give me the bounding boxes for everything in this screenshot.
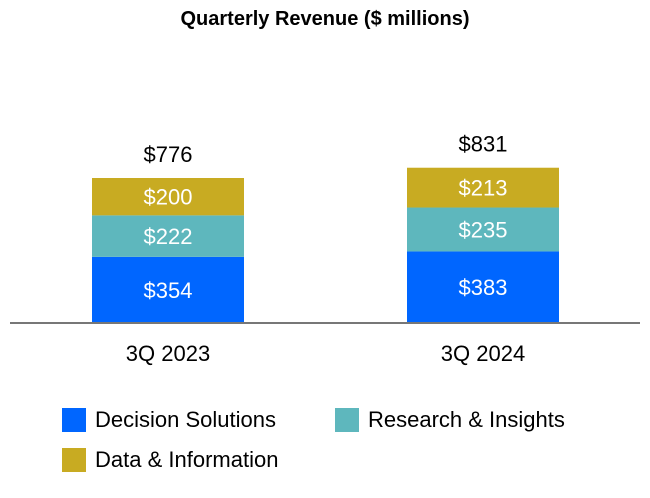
legend-label: Decision Solutions [95,407,276,432]
bar-segment [92,178,244,216]
segment-label: $383 [459,275,508,300]
bar-segment [92,256,244,323]
legend-item-data-information: Data & Information [62,447,278,473]
legend-swatch [62,448,86,472]
x-tick-label: 3Q 2024 [441,341,525,366]
x-tick-label: 3Q 2023 [126,341,210,366]
legend-label: Data & Information [95,447,279,472]
legend-swatch [335,408,359,432]
total-label: $831 [459,132,508,157]
legend-label: Research & Insights [368,407,565,432]
legend-swatch [62,408,86,432]
segment-label: $222 [144,224,193,249]
segment-label: $354 [144,278,193,303]
stacked-bar-chart: $354 $222 $200 $776 3Q 2023 $383 $235 $213 $831 3… [10,132,640,366]
legend-item-decision-solutions: Decision Solutions [62,407,276,433]
segment-label: $200 [144,185,193,210]
segment-label: $235 [459,217,508,242]
total-label: $776 [144,142,193,167]
bar-segment [407,251,559,323]
bar-segment [407,167,559,208]
segment-label: $213 [459,176,508,201]
legend-item-research-insights: Research & Insights [335,407,565,433]
chart-title: Quarterly Revenue ($ millions) [180,8,470,30]
bar-segment [407,207,559,252]
bar-segment [92,215,244,257]
